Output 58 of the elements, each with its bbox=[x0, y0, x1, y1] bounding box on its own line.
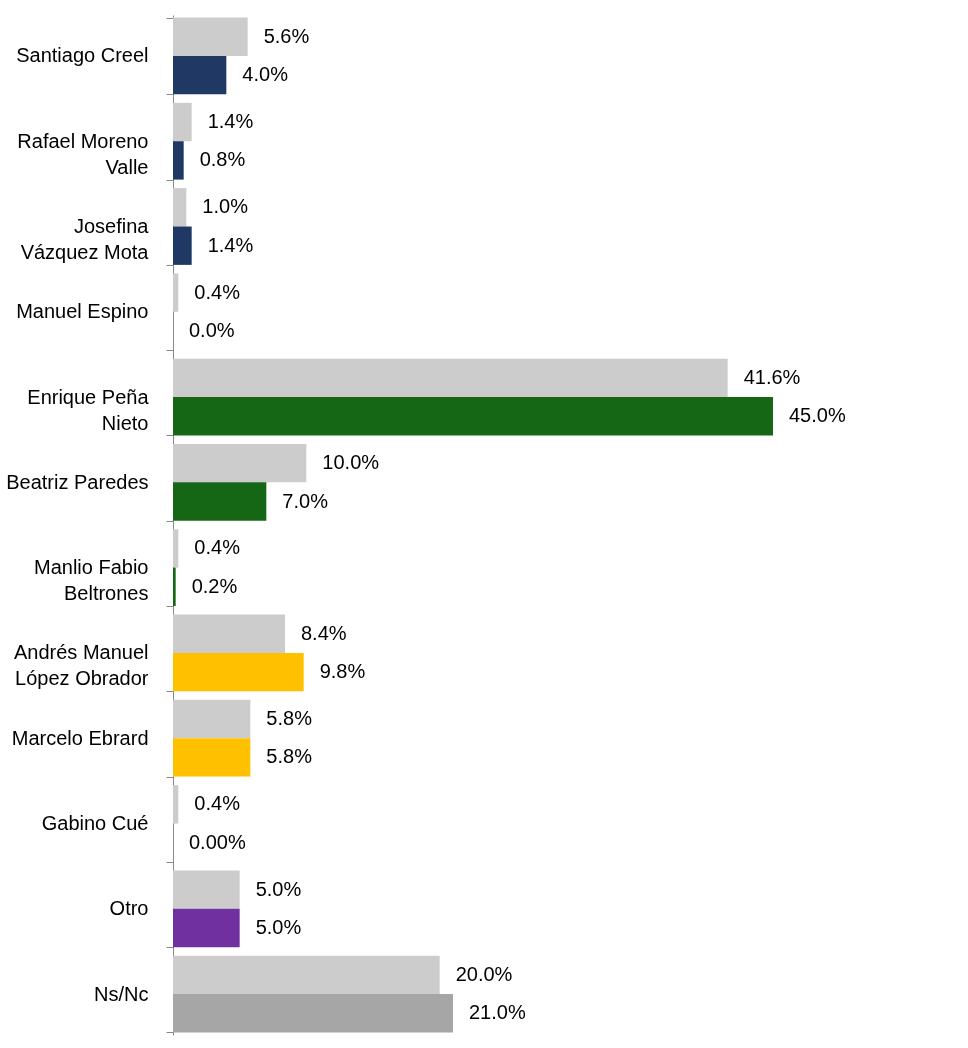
y-tick-label: Santiago Creel bbox=[16, 44, 149, 67]
data-label: 5.8% bbox=[266, 745, 313, 768]
bar bbox=[173, 482, 267, 521]
data-label: 0.2% bbox=[191, 574, 238, 597]
data-label: 1.0% bbox=[202, 195, 249, 218]
y-tick-label: Andrés Manuel López Obrador bbox=[13, 641, 149, 690]
data-label: 0.4% bbox=[194, 792, 241, 815]
data-label: 0.0% bbox=[189, 318, 235, 341]
bar bbox=[173, 567, 176, 607]
y-tick-label: Ns/Nc bbox=[94, 982, 149, 1005]
data-label: 4.0% bbox=[242, 63, 289, 86]
data-label: 1.4% bbox=[207, 233, 254, 256]
bar bbox=[173, 908, 240, 948]
bar bbox=[173, 273, 179, 312]
bar bbox=[173, 529, 179, 568]
data-label: 7.0% bbox=[282, 489, 329, 512]
y-tick-label: Manuel Espino bbox=[16, 300, 149, 323]
bar bbox=[173, 226, 192, 265]
data-label: 0.00% bbox=[189, 830, 246, 853]
bar bbox=[173, 652, 304, 692]
data-label: 20.0% bbox=[455, 962, 513, 985]
data-label: 0.4% bbox=[194, 536, 241, 559]
data-label: 45.0% bbox=[789, 404, 846, 427]
bar bbox=[173, 870, 240, 909]
bar bbox=[173, 994, 453, 1033]
bar bbox=[173, 17, 248, 56]
data-label: 5.0% bbox=[255, 877, 302, 900]
data-label: 1.4% bbox=[207, 110, 254, 133]
data-label: 9.8% bbox=[319, 660, 366, 683]
y-tick-label: Gabino Cué bbox=[41, 811, 149, 834]
bar bbox=[173, 102, 192, 142]
bar bbox=[173, 397, 773, 436]
bar bbox=[173, 738, 251, 777]
bar bbox=[173, 55, 227, 95]
bar bbox=[173, 443, 307, 483]
bar bbox=[173, 188, 187, 227]
bar bbox=[173, 141, 184, 180]
data-label: 5.6% bbox=[263, 24, 310, 47]
bar bbox=[173, 955, 440, 995]
data-label: 21.0% bbox=[469, 1001, 526, 1024]
bar bbox=[173, 358, 728, 398]
y-tick-label: Marcelo Ebrard bbox=[11, 726, 149, 749]
data-label: 41.6% bbox=[743, 365, 801, 388]
bar bbox=[173, 699, 251, 739]
data-label: 0.4% bbox=[194, 280, 241, 303]
data-label: 5.8% bbox=[266, 707, 313, 730]
y-tick-label: Josefina Vázquez Mota bbox=[20, 215, 150, 264]
data-label: 10.0% bbox=[322, 451, 380, 474]
bar bbox=[173, 785, 179, 824]
data-label: 8.4% bbox=[301, 621, 347, 644]
y-tick-label: Enrique Peña Nieto bbox=[27, 385, 150, 434]
y-tick-label: Rafael Moreno Valle bbox=[17, 129, 149, 178]
bar bbox=[173, 614, 285, 653]
y-tick-label: Otro bbox=[109, 897, 149, 920]
data-label: 5.0% bbox=[255, 915, 302, 938]
data-label: 0.8% bbox=[199, 148, 246, 171]
y-tick-label: Manlio Fabio Beltrones bbox=[33, 556, 149, 605]
y-tick-label: Beatriz Paredes bbox=[6, 470, 149, 493]
